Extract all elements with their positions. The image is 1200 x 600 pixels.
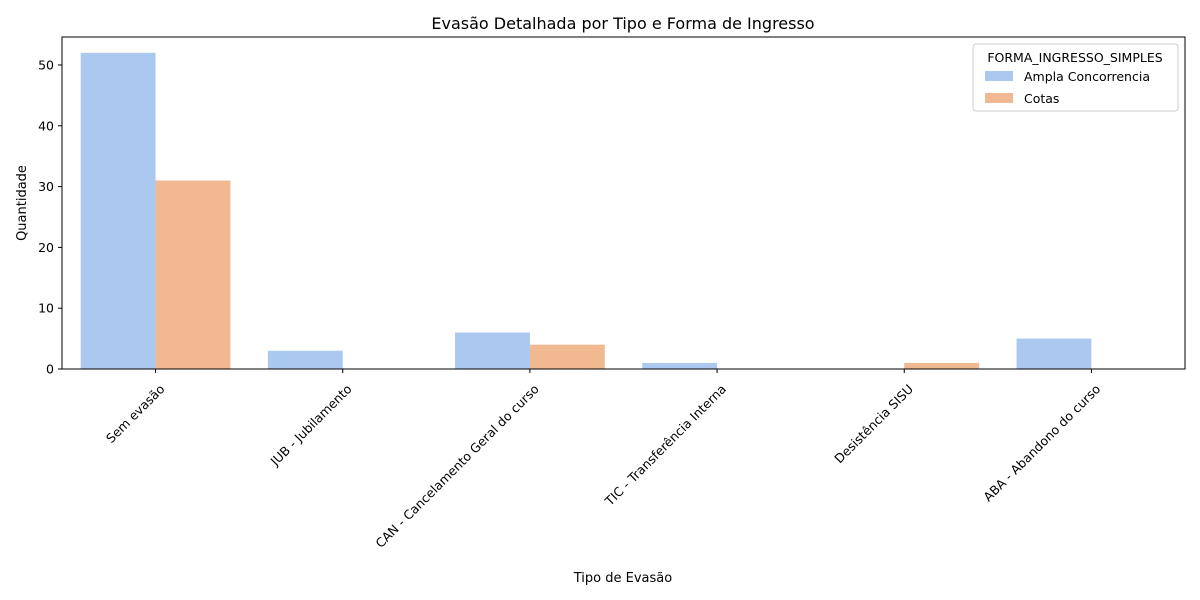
- legend-frame: [972, 43, 1179, 112]
- x-tick-label: Sem evasão: [103, 381, 168, 446]
- bar-ampla-2: [455, 332, 530, 369]
- y-tick-label: 40: [38, 118, 54, 133]
- y-axis-title: Quantidade: [15, 165, 30, 241]
- legend-label-ampla: Ampla Concorrencia: [1024, 69, 1150, 84]
- y-tick-label: 50: [38, 57, 54, 72]
- bar-ampla-1: [267, 350, 343, 369]
- plot-frame: [61, 36, 1186, 370]
- bar-ampla-3: [642, 362, 718, 369]
- bar-cotas-2: [529, 344, 605, 369]
- x-tick-label: Desistência SISU: [831, 381, 916, 466]
- legend-swatch-ampla: [985, 71, 1013, 81]
- y-tick-label: 30: [38, 179, 54, 194]
- legend-items: Ampla Concorrencia Cotas: [985, 69, 1150, 106]
- x-axis-ticks: Sem evasão JUB - Jubilamento CAN - Cancela…: [103, 369, 1103, 551]
- chart-title: Evasão Detalhada por Tipo e Forma de Ing…: [431, 14, 814, 33]
- bar-cotas-0: [155, 180, 231, 369]
- bar-cotas-4: [904, 362, 980, 369]
- x-tick-label: TIC - Transferência Interna: [601, 381, 729, 509]
- bar-ampla-0: [80, 52, 156, 370]
- legend-title: FORMA_INGRESSO_SIMPLES: [987, 50, 1162, 65]
- x-axis-title: Tipo de Evasão: [573, 571, 672, 586]
- x-tick-label: JUB - Jubilamento: [267, 381, 355, 469]
- x-tick-label: CAN - Cancelamento Geral do curso: [372, 381, 541, 550]
- bar-ampla-5: [1016, 338, 1092, 369]
- y-tick-label: 10: [38, 301, 54, 316]
- legend: FORMA_INGRESSO_SIMPLES Ampla Concorrenci…: [972, 43, 1179, 112]
- x-tick-label: ABA - Abandono do curso: [980, 381, 1103, 504]
- y-tick-label: 0: [46, 362, 54, 377]
- legend-swatch-cotas: [985, 93, 1013, 103]
- y-axis-ticks: 0 10 20 30 40 50: [38, 57, 62, 377]
- y-tick-label: 20: [38, 240, 54, 255]
- legend-label-cotas: Cotas: [1024, 91, 1059, 106]
- bars-group: [80, 52, 1092, 370]
